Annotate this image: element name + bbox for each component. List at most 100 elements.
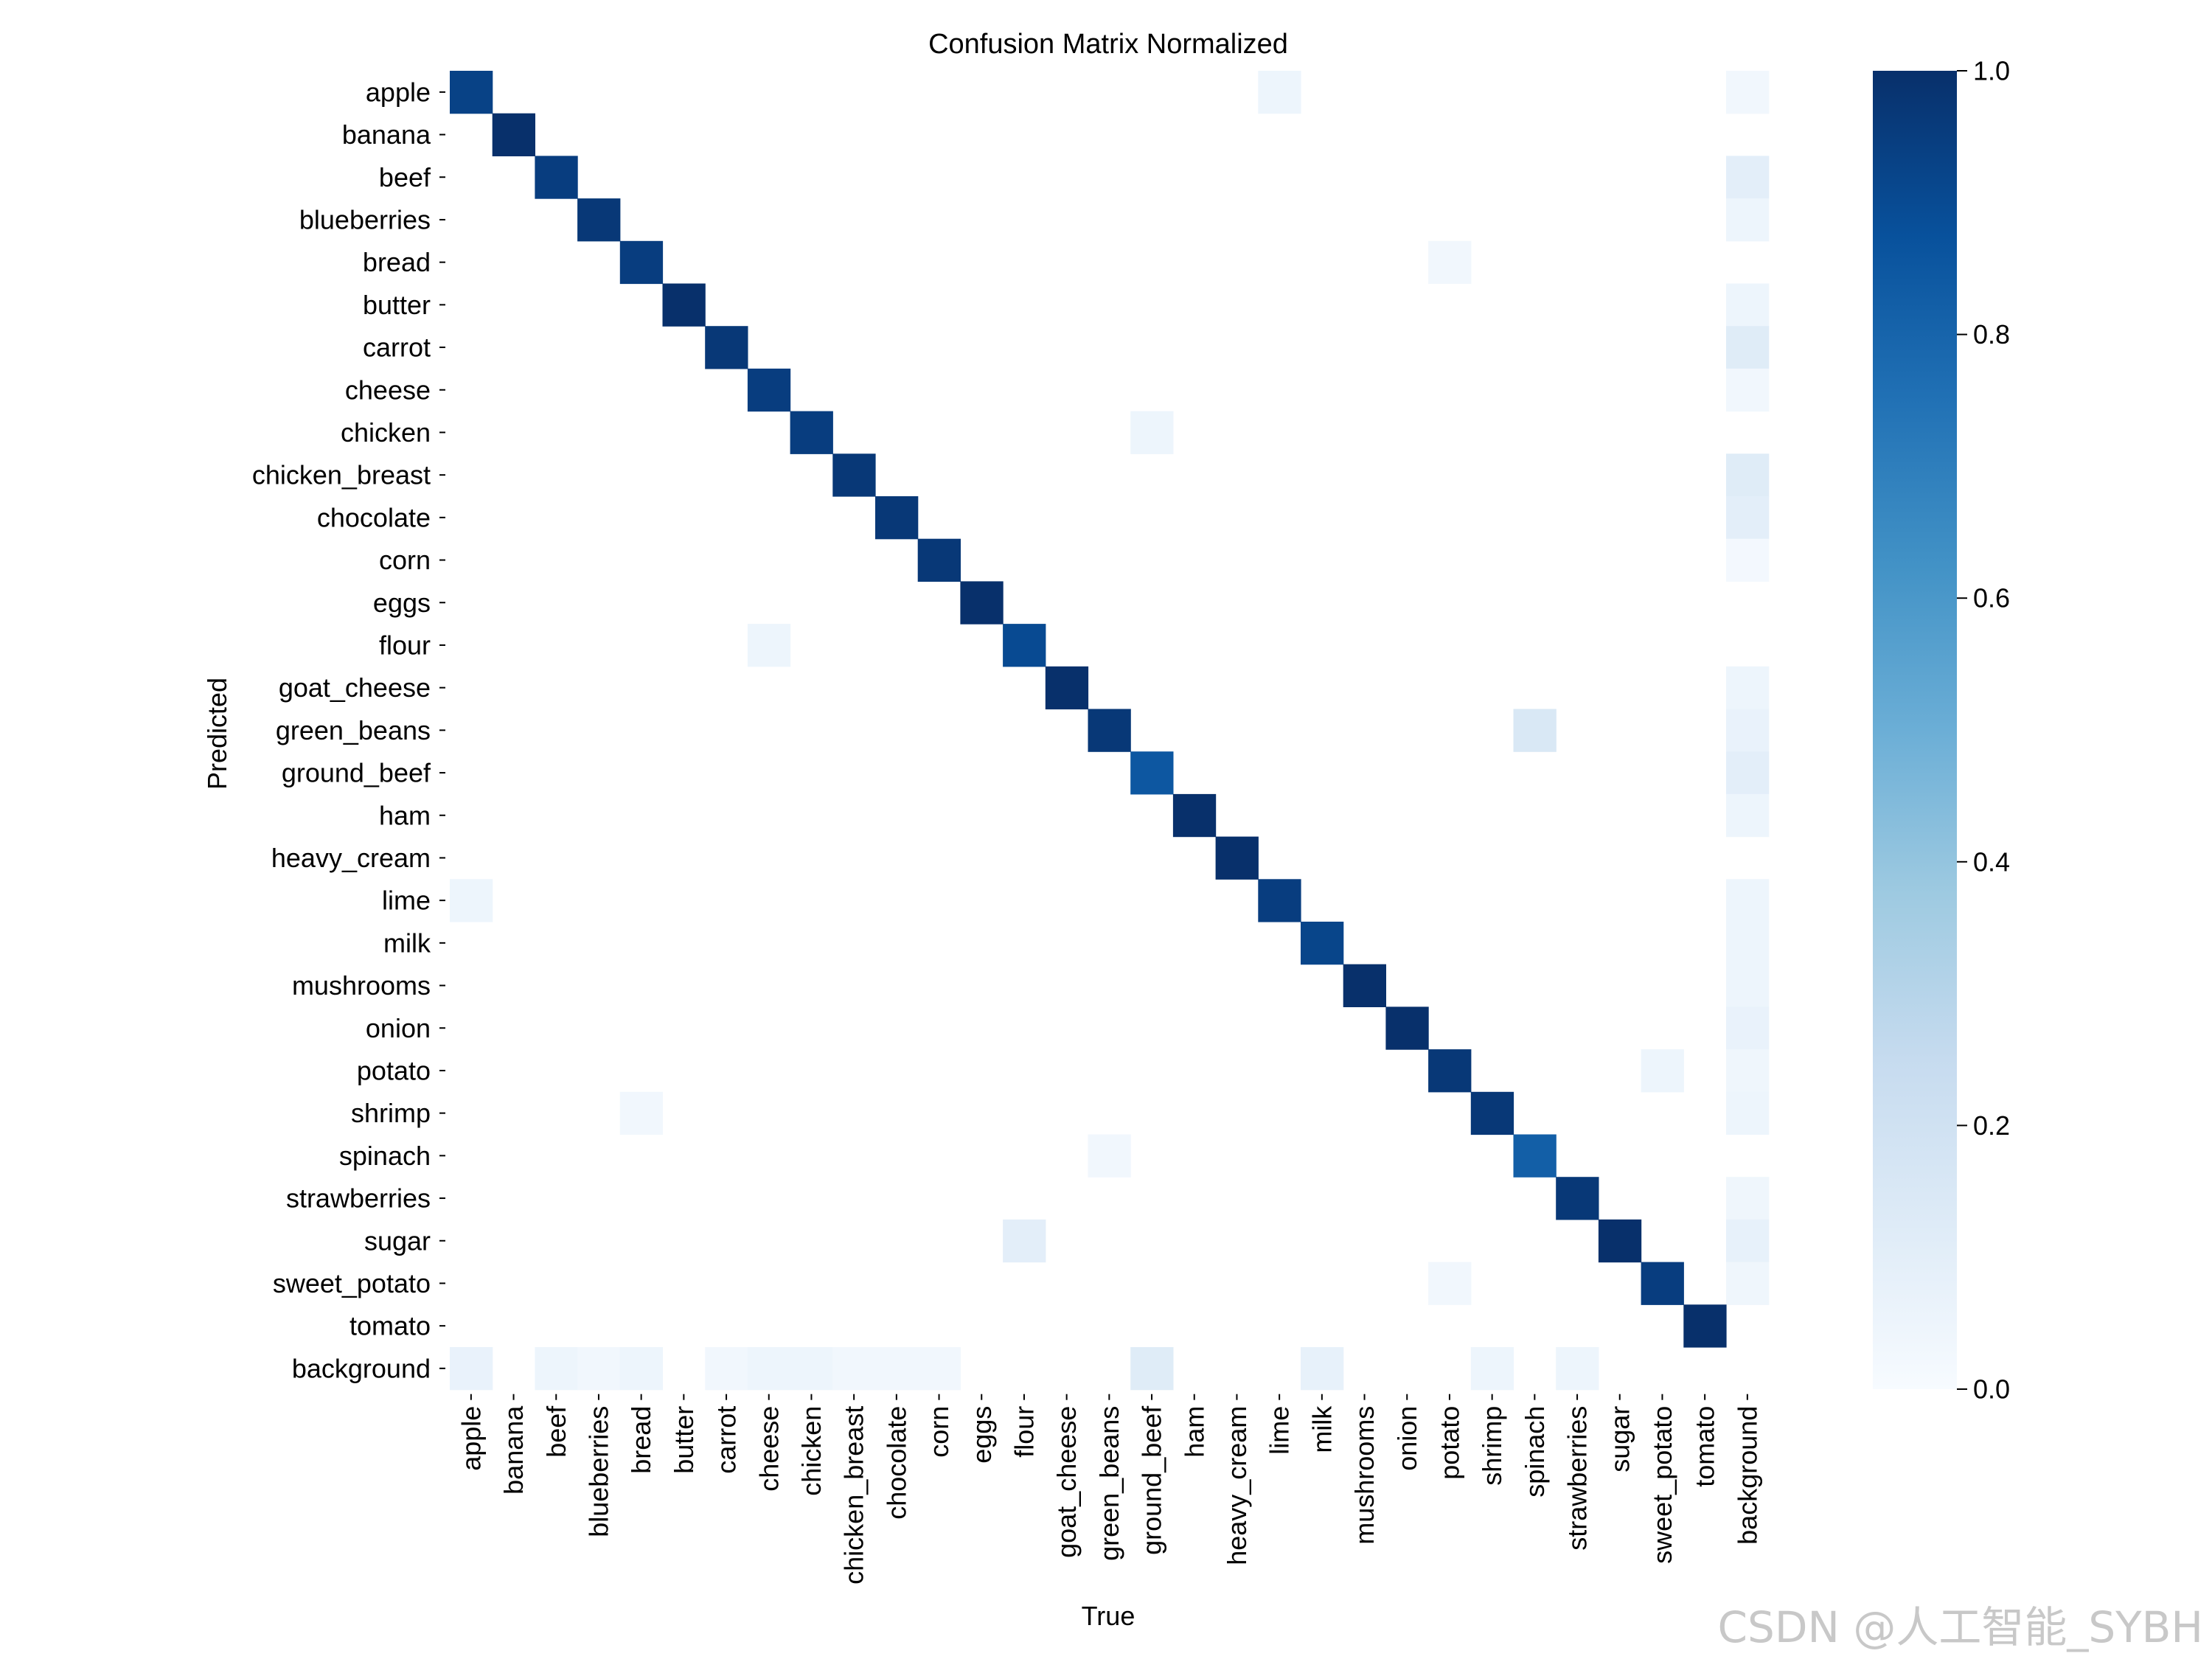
- heatmap-cell-bread-bread: [619, 240, 664, 285]
- heatmap-cell-ground_beef-background: [1726, 751, 1770, 795]
- heatmap-cell-background-chicken_breast: [832, 1347, 876, 1391]
- row-label-eggs: eggs: [373, 588, 431, 618]
- row-label-beef: beef: [379, 162, 431, 192]
- col-label-chicken: chicken: [796, 1406, 827, 1496]
- col-label-chocolate: chocolate: [881, 1406, 911, 1520]
- heatmap-cell-chicken_breast-background: [1726, 453, 1770, 497]
- col-label-ham: ham: [1179, 1406, 1209, 1458]
- colorbar-label-0.0: 0.0: [1973, 1374, 2010, 1405]
- row-label-sugar: sugar: [364, 1225, 431, 1256]
- col-label-heavy_cream: heavy_cream: [1222, 1406, 1252, 1565]
- heatmap-cell-banana-banana: [492, 113, 535, 156]
- heatmap-cell-tomato-tomato: [1683, 1304, 1727, 1348]
- col-label-strawberries: strawberries: [1562, 1406, 1593, 1551]
- row-label-spinach: spinach: [339, 1141, 431, 1171]
- heatmap-cell-spinach-spinach: [1513, 1134, 1557, 1178]
- colorbar-label-0.2: 0.2: [1973, 1110, 2010, 1141]
- row-label-flour: flour: [379, 630, 431, 660]
- row-label-sweet_potato: sweet_potato: [273, 1268, 431, 1298]
- heatmap-cell-background-shrimp: [1470, 1347, 1514, 1391]
- heatmap-cell-sweet_potato-potato: [1428, 1262, 1472, 1305]
- col-label-chicken_breast: chicken_breast: [839, 1406, 869, 1585]
- heatmap-cell-sugar-background: [1726, 1219, 1770, 1263]
- heatmap-cell-mushrooms-mushrooms: [1343, 964, 1386, 1007]
- colorbar-label-0.8: 0.8: [1973, 319, 2010, 349]
- col-label-sugar: sugar: [1604, 1406, 1635, 1472]
- heatmap-cell-background-blueberries: [577, 1347, 621, 1391]
- heatmap-cell-goat_cheese-goat_cheese: [1045, 666, 1089, 710]
- col-label-beef: beef: [541, 1405, 571, 1458]
- heatmap-cell-background-chocolate: [875, 1347, 919, 1391]
- col-label-bread: bread: [626, 1406, 656, 1474]
- colorbar-label-1.0: 1.0: [1973, 56, 2010, 86]
- heatmap-cell-lime-lime: [1258, 879, 1301, 922]
- row-label-background: background: [292, 1353, 431, 1383]
- row-label-ground_beef: ground_beef: [282, 758, 431, 788]
- heatmap-cell-blueberries-blueberries: [577, 198, 621, 242]
- col-label-green_beans: green_beans: [1094, 1406, 1124, 1561]
- col-label-potato: potato: [1435, 1406, 1465, 1480]
- row-label-strawberries: strawberries: [286, 1183, 431, 1214]
- heatmap-cell-onion-background: [1726, 1006, 1770, 1050]
- heatmap-cells: [450, 71, 1770, 1391]
- heatmap-cell-strawberries-strawberries: [1556, 1177, 1599, 1220]
- row-label-shrimp: shrimp: [351, 1098, 431, 1128]
- col-label-carrot: carrot: [712, 1406, 742, 1474]
- heatmap-cell-chicken_breast-chicken_breast: [832, 453, 876, 497]
- colorbar: [1873, 71, 1957, 1389]
- col-label-mushrooms: mushrooms: [1349, 1406, 1380, 1545]
- heatmap-cell-blueberries-background: [1726, 198, 1770, 242]
- heatmap-cell-flour-flour: [1003, 624, 1046, 667]
- heatmap-cell-chicken-ground_beef: [1130, 411, 1174, 454]
- colorbar-label-0.6: 0.6: [1973, 583, 2010, 613]
- heatmap-cell-background-bread: [619, 1347, 664, 1391]
- row-label-chicken_breast: chicken_breast: [252, 460, 431, 490]
- heatmap-cell-chocolate-background: [1726, 496, 1770, 540]
- y-axis-label: Predicted: [202, 678, 232, 790]
- row-label-banana: banana: [342, 119, 431, 150]
- heatmap-cell-spinach-green_beans: [1088, 1134, 1131, 1178]
- row-label-milk: milk: [383, 928, 431, 958]
- heatmap-cell-cheese-background: [1726, 368, 1770, 412]
- chart-title: Confusion Matrix Normalized: [928, 29, 1288, 60]
- heatmap-cell-apple-lime: [1258, 71, 1301, 114]
- col-label-banana: banana: [498, 1405, 529, 1495]
- heatmap-cell-milk-background: [1726, 922, 1770, 965]
- heatmap-cell-potato-background: [1726, 1049, 1770, 1093]
- heatmap-cell-background-cheese: [747, 1347, 791, 1391]
- heatmap-cell-background-beef: [535, 1347, 578, 1391]
- row-label-onion: onion: [366, 1013, 431, 1043]
- row-label-heavy_cream: heavy_cream: [271, 843, 431, 873]
- row-label-green_beans: green_beans: [276, 715, 431, 745]
- row-label-chicken: chicken: [341, 417, 431, 448]
- row-label-corn: corn: [379, 545, 431, 575]
- heatmap-cell-bread-potato: [1428, 240, 1472, 285]
- row-label-blueberries: blueberries: [299, 204, 431, 234]
- heatmap-cell-apple-apple: [450, 71, 493, 114]
- heatmap-cell-background-corn: [917, 1347, 961, 1391]
- heatmap-cell-sweet_potato-background: [1726, 1262, 1770, 1305]
- heatmap-cell-onion-onion: [1385, 1006, 1429, 1050]
- heatmap-cell-cheese-cheese: [747, 368, 791, 412]
- heatmap-cell-shrimp-bread: [619, 1091, 664, 1135]
- x-axis-label: True: [1082, 1601, 1135, 1631]
- col-label-blueberries: blueberries: [584, 1406, 614, 1537]
- col-label-background: background: [1732, 1406, 1762, 1545]
- heatmap-cell-lime-apple: [450, 879, 493, 922]
- heatmap-cell-chicken-chicken: [790, 411, 833, 454]
- heatmap-cell-green_beans-green_beans: [1088, 709, 1131, 752]
- colorbar-ticks: 0.0 0.2 0.4 0.6 0.8 1.0: [1957, 56, 2010, 1405]
- row-label-butter: butter: [363, 290, 431, 320]
- row-label-lime: lime: [382, 886, 431, 916]
- col-label-flour: flour: [1009, 1406, 1040, 1458]
- heatmap-cell-shrimp-shrimp: [1470, 1091, 1514, 1135]
- heatmap-cell-flour-cheese: [747, 624, 791, 667]
- row-label-tomato: tomato: [349, 1311, 431, 1341]
- heatmap-cell-background-ground_beef: [1130, 1347, 1174, 1391]
- row-label-carrot: carrot: [363, 333, 431, 363]
- heatmap-cell-butter-background: [1726, 283, 1770, 327]
- row-label-bread: bread: [363, 247, 431, 277]
- row-label-mushrooms: mushrooms: [292, 970, 431, 1001]
- row-label-cheese: cheese: [345, 375, 431, 405]
- heatmap-cell-sweet_potato-sweet_potato: [1641, 1262, 1684, 1305]
